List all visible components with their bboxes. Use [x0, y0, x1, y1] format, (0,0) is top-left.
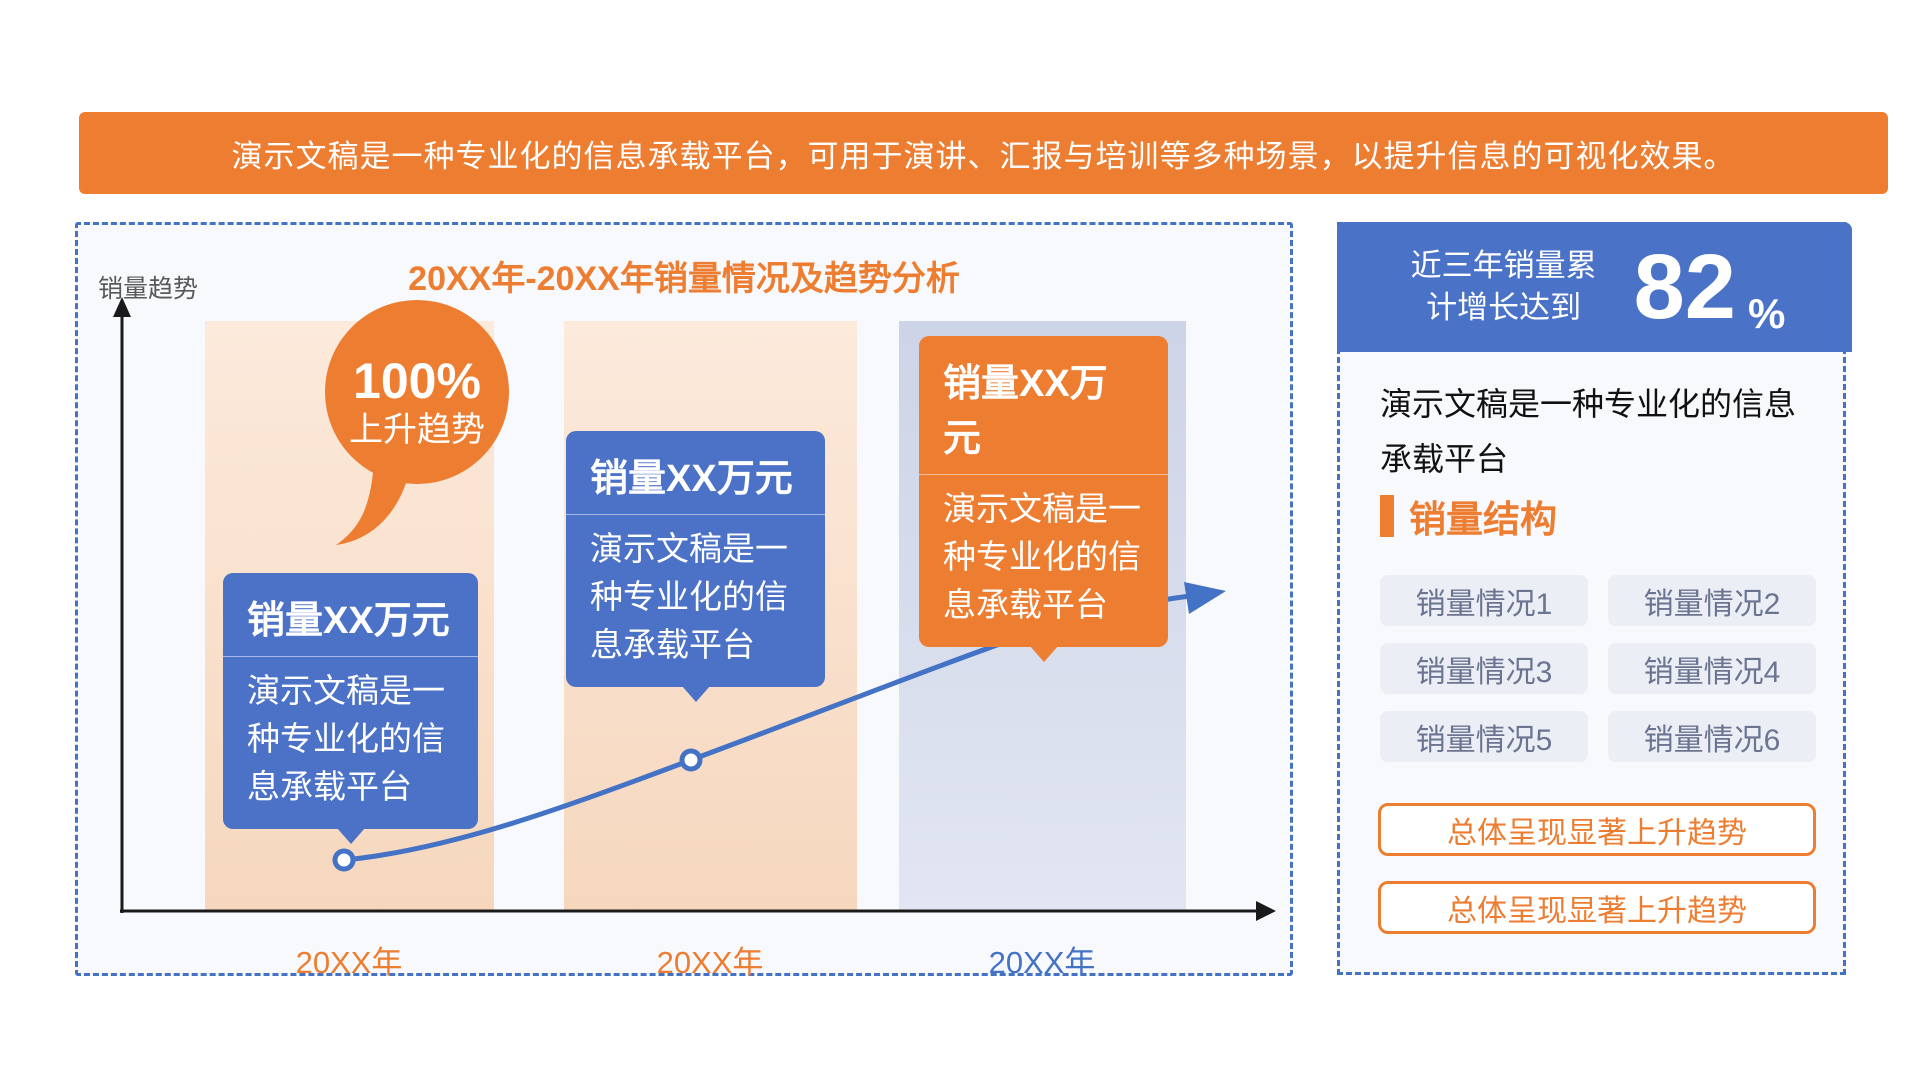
chart-canvas — [113, 297, 1276, 921]
growth-summary-header: 近三年销量累计增长达到 82 % — [1337, 222, 1852, 352]
trend-bubble-circle — [325, 300, 509, 484]
callout-body: 演示文稿是一种专业化的信息承载平台 — [943, 490, 1141, 623]
x-axis-label-2: 20XX年 — [656, 945, 764, 980]
sales-callout-1: 销量XX万元 演示文稿是一种专业化的信息承载平台 — [223, 573, 478, 844]
y-axis-arrow-icon — [113, 297, 131, 317]
sales-trend-chart-panel: 20XX年-20XX年销量情况及趋势分析 销量趋势 100% 上升趋势 销量XX… — [75, 222, 1293, 980]
callout-body: 演示文稿是一种专业化的信息承载平台 — [590, 530, 788, 663]
trend-bubble-tail — [336, 461, 411, 545]
callout-title: 销量XX万元 — [223, 573, 478, 657]
y-axis-label: 销量趋势 — [98, 275, 199, 303]
sales-items-grid: 销量情况1 销量情况2 销量情况3 销量情况4 销量情况5 销量情况6 — [1380, 575, 1816, 762]
callout-title: 销量XX万元 — [919, 336, 1168, 475]
panel-description: 演示文稿是一种专业化的信息承载平台 — [1380, 386, 1797, 477]
bubble-label: 上升趋势 — [349, 411, 485, 449]
callout-title: 销量XX万元 — [566, 431, 825, 515]
section-title-sales-structure: 销量结构 — [1380, 489, 1557, 543]
bubble-percent: 100% — [353, 353, 481, 409]
sales-callout-3: 销量XX万元 演示文稿是一种专业化的信息承载平台 — [919, 336, 1168, 662]
overall-trend-button-1[interactable]: 总体呈现显著上升趋势 — [1378, 803, 1816, 856]
chart-title: 20XX年-20XX年销量情况及趋势分析 — [408, 260, 960, 298]
x-axis-arrow-icon — [1256, 901, 1276, 921]
section-title-bar-icon — [1380, 495, 1394, 537]
sales-callout-2: 销量XX万元 演示文稿是一种专业化的信息承载平台 — [566, 431, 825, 702]
banner-text: 演示文稿是一种专业化的信息承载平台，可用于演讲、汇报与培训等多种场景，以提升信息… — [231, 138, 1736, 174]
x-axis-label-3: 20XX年 — [988, 945, 1096, 980]
sales-item-1[interactable]: 销量情况1 — [1380, 575, 1588, 626]
trend-arrow-icon — [1184, 582, 1226, 614]
top-banner: 演示文稿是一种专业化的信息承载平台，可用于演讲、汇报与培训等多种场景，以提升信息… — [79, 112, 1888, 194]
growth-percent-unit: % — [1747, 290, 1786, 337]
callout-body: 演示文稿是一种专业化的信息承载平台 — [247, 672, 445, 805]
sales-item-4[interactable]: 销量情况4 — [1608, 643, 1816, 694]
sales-item-2[interactable]: 销量情况2 — [1608, 575, 1816, 626]
growth-percent-value: 82 — [1633, 236, 1736, 338]
sales-item-6[interactable]: 销量情况6 — [1608, 711, 1816, 762]
data-point-2 — [679, 748, 703, 772]
overall-trend-button-2[interactable]: 总体呈现显著上升趋势 — [1378, 881, 1816, 934]
summary-side-panel: 近三年销量累计增长达到 82 % 演示文稿是一种专业化的信息承载平台 销量结构 … — [1337, 222, 1852, 975]
sales-item-3[interactable]: 销量情况3 — [1380, 643, 1588, 694]
trend-bubble: 100% 上升趋势 — [327, 353, 507, 451]
data-point-1 — [332, 848, 356, 872]
x-axis-label-1: 20XX年 — [295, 945, 403, 980]
growth-summary-label: 近三年销量累计增长达到 — [1410, 248, 1597, 325]
sales-item-5[interactable]: 销量情况5 — [1380, 711, 1588, 762]
section-title-text: 销量结构 — [1409, 499, 1557, 540]
